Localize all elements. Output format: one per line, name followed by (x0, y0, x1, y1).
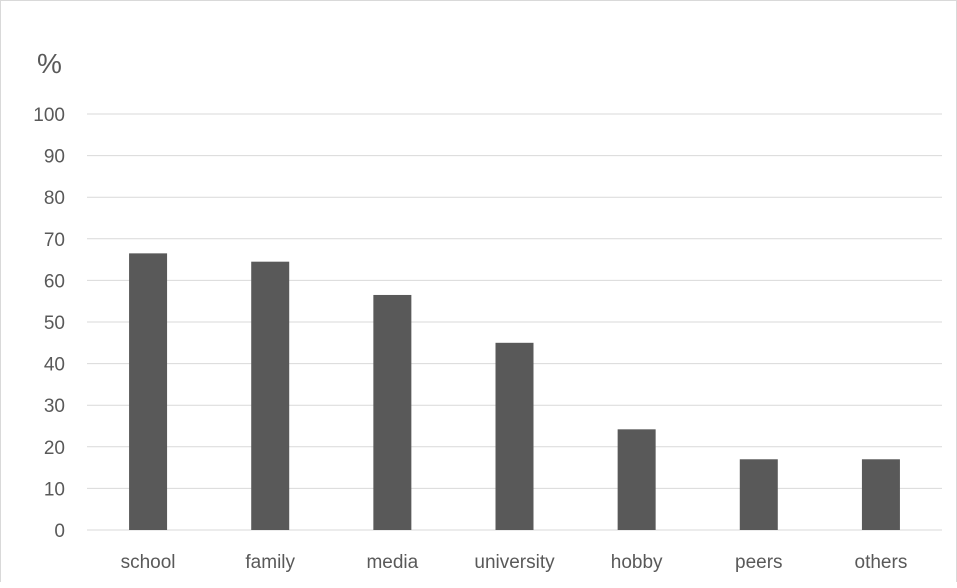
bar-others (861, 459, 900, 530)
y-tick-label: 20 (44, 438, 65, 459)
bar-school (129, 253, 168, 531)
y-tick-label: 40 (44, 355, 65, 376)
y-tick-label: 50 (44, 313, 65, 334)
y-tick-label: 30 (44, 396, 65, 417)
y-tick-label: 80 (44, 188, 65, 209)
x-tick-label: hobby (611, 552, 663, 573)
x-tick-label: peers (735, 552, 783, 573)
x-tick-label: family (245, 552, 295, 573)
bar-media (373, 294, 412, 530)
y-axis-tick-labels: 0 10 20 30 40 50 60 70 80 90 100 (33, 105, 65, 542)
y-tick-label: 70 (44, 230, 65, 251)
x-tick-label: others (855, 552, 908, 573)
y-tick-label: 60 (44, 271, 65, 292)
bar-peers (739, 459, 778, 530)
bar-hobby (617, 429, 656, 530)
bar-university (495, 342, 534, 530)
x-tick-label: school (121, 552, 176, 573)
y-tick-label: 100 (33, 105, 65, 126)
y-tick-label: 90 (44, 147, 65, 168)
y-axis-unit-label: % (37, 48, 62, 79)
y-tick-label: 0 (54, 521, 65, 542)
x-axis-tick-labels: school family media university hobby peers oth… (121, 552, 908, 573)
x-tick-label: media (366, 552, 418, 573)
bar-family (251, 261, 290, 530)
y-tick-label: 10 (44, 479, 65, 500)
x-tick-label: university (474, 552, 555, 573)
bars (129, 253, 900, 531)
